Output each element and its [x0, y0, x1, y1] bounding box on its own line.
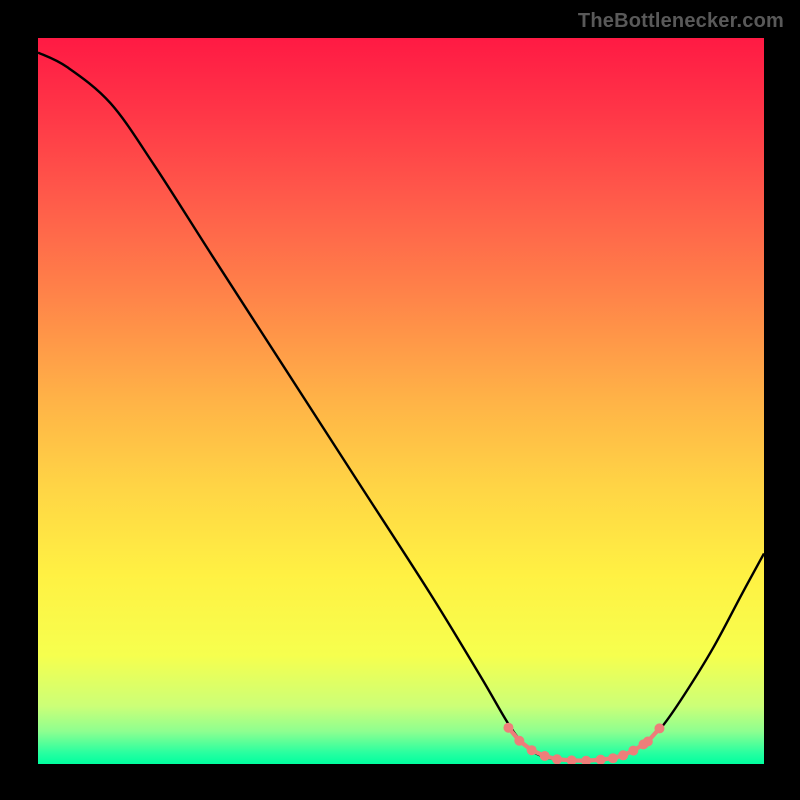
- marker-point: [608, 753, 618, 763]
- marker-point: [596, 755, 606, 764]
- chart-container: TheBottlenecker.com: [0, 0, 800, 800]
- marker-point: [514, 736, 524, 746]
- marker-point: [567, 755, 577, 764]
- marker-point: [503, 723, 513, 733]
- curve-layer: [38, 38, 764, 764]
- attribution-label: TheBottlenecker.com: [578, 10, 784, 33]
- marker-point: [654, 723, 664, 733]
- marker-point: [552, 754, 562, 764]
- marker-group: [503, 723, 664, 764]
- marker-point: [581, 756, 591, 764]
- marker-point: [628, 746, 638, 756]
- bottleneck-curve: [38, 53, 764, 761]
- marker-point: [527, 745, 537, 755]
- marker-point: [540, 751, 550, 761]
- marker-point: [643, 736, 653, 746]
- marker-point: [618, 750, 628, 760]
- plot-area: [38, 38, 764, 764]
